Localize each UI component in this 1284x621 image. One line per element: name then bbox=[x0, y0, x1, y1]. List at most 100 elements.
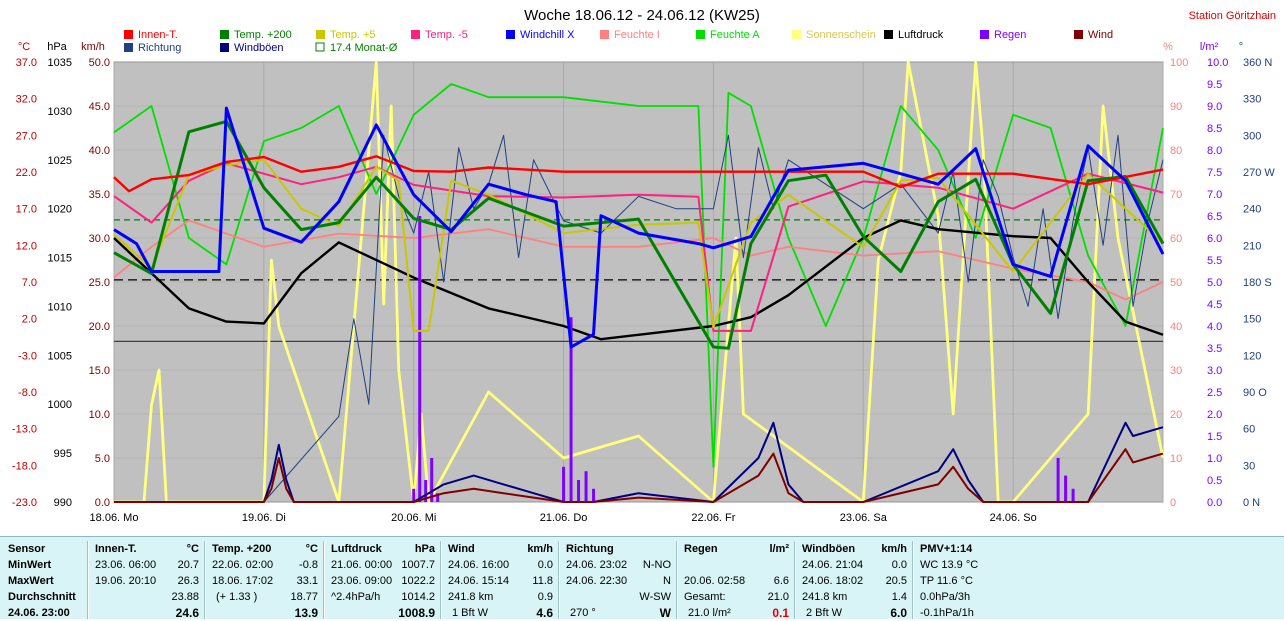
axis-tick-label: 32.0 bbox=[16, 94, 37, 106]
legend-label: Temp. +200 bbox=[234, 29, 292, 41]
legend-label: Feuchte A bbox=[710, 29, 760, 41]
stats-col-temp200: Temp. +200 °C 22.06. 02:00 -0.8 18.06. 17:… bbox=[205, 541, 324, 620]
unit-label: hPa bbox=[414, 543, 435, 555]
pmv-trend-3h: 0.0hPa/3h bbox=[920, 591, 971, 603]
axis-tick-label: 1020 bbox=[48, 204, 72, 216]
stats-header: Regen bbox=[684, 543, 718, 555]
axis-tick-label: 7.5 bbox=[1207, 167, 1222, 179]
avg-value: 23.88 bbox=[171, 591, 199, 603]
axis-tick-label: 10.0 bbox=[89, 409, 110, 421]
axis-tick-label: -13.0 bbox=[12, 424, 37, 436]
axis-tick-label: 40 bbox=[1170, 321, 1182, 333]
max-value: N bbox=[663, 575, 671, 587]
legend-label: Regen bbox=[994, 29, 1026, 41]
avg-value: 1.4 bbox=[891, 591, 907, 603]
axis-tick-label: -3.0 bbox=[18, 350, 37, 362]
axis-tick-label: 995 bbox=[54, 448, 72, 460]
axis-tick-label: 50.0 bbox=[89, 57, 110, 69]
axis-tick-label: 5.0 bbox=[95, 453, 110, 465]
stats-header: Luftdruck bbox=[331, 543, 382, 555]
legend-swatch bbox=[220, 43, 229, 52]
x-axis-label: 24.06. So bbox=[990, 512, 1037, 524]
legend-swatch bbox=[792, 30, 801, 39]
axis-tick-label: 1030 bbox=[48, 106, 72, 118]
legend-label: Temp. -5 bbox=[425, 29, 468, 41]
current-value: 4.6 bbox=[536, 606, 553, 620]
axis-tick-label: 1010 bbox=[48, 301, 72, 313]
series-temp-5 bbox=[113, 162, 1164, 332]
current-note: 270 ° bbox=[570, 607, 596, 619]
legend-label: Windchill X bbox=[520, 29, 575, 41]
axis-tick-label: 70 bbox=[1170, 189, 1182, 201]
unit-label: °C bbox=[305, 543, 318, 555]
legend-swatch bbox=[220, 30, 229, 39]
avg-note: 241.8 km bbox=[448, 591, 494, 603]
axis-tick-label: 10 bbox=[1170, 453, 1182, 465]
max-value: 6.6 bbox=[773, 575, 789, 587]
axis-tick-label: -8.0 bbox=[18, 387, 37, 399]
max-time: 24.06. 18:02 bbox=[802, 575, 864, 587]
min-time: 21.06. 00:00 bbox=[331, 559, 393, 571]
axis-tick-label: 90 bbox=[1170, 101, 1182, 113]
axis-tick-label: 17.0 bbox=[16, 204, 37, 216]
unit-label: km/h bbox=[881, 543, 907, 555]
min-value: 0.0 bbox=[891, 559, 907, 571]
axis-tick-label: 22.0 bbox=[16, 167, 37, 179]
legend-swatch bbox=[124, 43, 133, 52]
axis-tick-label: 1035 bbox=[48, 57, 72, 69]
axis-tick-label: 6.0 bbox=[1207, 233, 1222, 245]
axis-tick-label: 90 O bbox=[1243, 387, 1267, 399]
axis-tick-label: 60 bbox=[1170, 233, 1182, 245]
axis-tick-label: 2.5 bbox=[1207, 387, 1222, 399]
axis-tick-label: 1025 bbox=[48, 155, 72, 167]
axis-tick-label: 330 bbox=[1243, 94, 1261, 106]
axis-tick-label: 0.0 bbox=[95, 497, 110, 509]
axis-tick-label: 8.5 bbox=[1207, 123, 1222, 135]
max-value: 33.1 bbox=[296, 575, 318, 587]
max-time: 24.06. 22:30 bbox=[566, 575, 628, 587]
axis-tick-label: 9.0 bbox=[1207, 101, 1222, 113]
max-time: 18.06. 17:02 bbox=[212, 575, 274, 587]
avg-value: 21.0 bbox=[767, 591, 789, 603]
axis-tick-label: 3.0 bbox=[1207, 365, 1222, 377]
stats-header: PMV+1:14 bbox=[920, 543, 973, 555]
legend-swatch bbox=[411, 30, 420, 39]
avg-value: W-SW bbox=[639, 591, 671, 603]
legend-swatch bbox=[980, 30, 989, 39]
min-time: 23.06. 06:00 bbox=[95, 559, 157, 571]
current-value: 13.9 bbox=[294, 606, 318, 620]
legend-label: Temp. +5 bbox=[330, 29, 376, 41]
avg-value: 18.77 bbox=[290, 591, 318, 603]
max-value: 20.5 bbox=[885, 575, 907, 587]
row-label-avg: Durchschnitt bbox=[8, 591, 76, 603]
axis-tick-label: 45.0 bbox=[89, 101, 110, 113]
legend-label: 17.4 Monat-Ø bbox=[330, 42, 398, 54]
series-innen-t bbox=[113, 155, 1164, 193]
axis-tick-label: 180 S bbox=[1243, 277, 1272, 289]
series-temp-200 bbox=[113, 119, 1165, 350]
axis-tick-label: 0.0 bbox=[1207, 497, 1222, 509]
min-value: N-NO bbox=[642, 559, 671, 571]
axis-tick-label: 2.0 bbox=[22, 314, 37, 326]
avg-note: (+ 1.33 ) bbox=[216, 591, 258, 603]
axis-tick-label: 5.0 bbox=[1207, 277, 1222, 289]
series-sonnenschein bbox=[114, 60, 1165, 504]
legend-label: Windböen bbox=[234, 42, 284, 54]
pmv-dewpoint: TP 11.6 °C bbox=[920, 575, 973, 587]
axis-tick-label: 20 bbox=[1170, 409, 1182, 421]
series-luftdruck bbox=[113, 219, 1164, 341]
stats-col-windboeen: Windböen km/h 24.06. 21:04 0.0 24.06. 18:0… bbox=[795, 541, 913, 620]
axis-tick-label: 8.0 bbox=[1207, 145, 1222, 157]
legend-label: Luftdruck bbox=[898, 29, 944, 41]
axis-tick-label: 0.5 bbox=[1207, 475, 1222, 487]
current-note: 21.0 l/m² bbox=[688, 607, 731, 619]
axis-tick-label: -23.0 bbox=[12, 497, 37, 509]
axis-tick-label: 150 bbox=[1243, 314, 1261, 326]
axis-unit-label: km/h bbox=[81, 41, 105, 53]
series-feuchte-a bbox=[113, 83, 1164, 468]
axis-tick-label: 7.0 bbox=[1207, 189, 1222, 201]
legend-swatch bbox=[315, 42, 325, 52]
legend: Innen-T. Temp. +200 Temp. +5 Temp. -5 Windch… bbox=[124, 29, 1113, 54]
min-time: 24.06. 23:02 bbox=[566, 559, 628, 571]
avg-note: ^2.4hPa/h bbox=[331, 591, 381, 603]
